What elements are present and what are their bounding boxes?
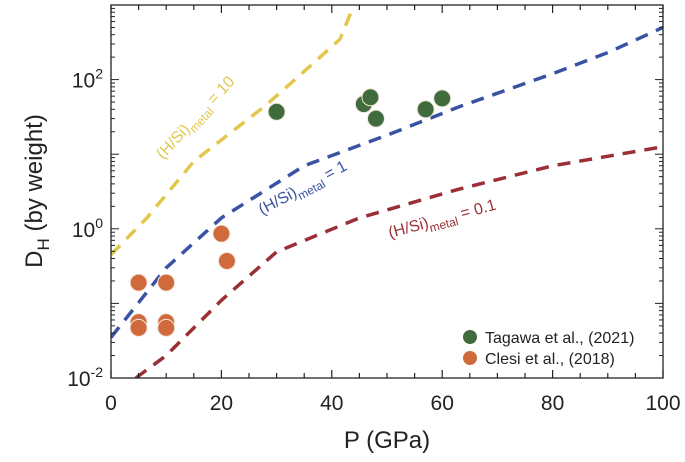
x-tick-label: 60 [431,392,454,415]
x-axis-label: P (GPa) [344,427,430,454]
legend-marker [463,351,477,365]
tagawa-point [361,88,380,107]
curve-1 [111,25,663,339]
clesi-point [157,318,176,337]
tagawa-point [366,109,385,128]
legend-marker [463,330,477,344]
legend-entry: Clesi et al., (2018) [485,351,615,368]
legend: Tagawa et al., (2021) Clesi et al., (2018… [463,330,634,368]
curve-label-2: (H/Si)metal = 0.1 [387,197,499,246]
x-tick-label: 100 [645,392,680,415]
tagawa-point [416,100,435,119]
curves [111,5,663,378]
clesi-point [212,224,231,243]
plot-frame [110,4,664,379]
x-tick-label: 20 [210,392,233,415]
x-tick-label: 40 [320,392,343,415]
tagawa-point [267,102,286,121]
clesi-point [157,273,176,292]
curve-0 [111,5,356,256]
axes: 0 20 40 60 80 100 10-2 100 102 [67,4,681,415]
curve-label-1: (H/Si)metal = 1 [256,158,352,222]
curve-2 [134,144,663,378]
clesi-point [217,252,236,271]
curve-label-0: (H/Si)metal = 10 [153,73,241,165]
tagawa-point [433,89,452,108]
x-tick-label: 0 [105,392,117,415]
y-tick-label: 100 [72,215,103,242]
y-axis-label: DH (by weight) [21,114,53,268]
clesi-point [129,318,148,337]
y-tick-label: 10-2 [67,364,103,391]
x-tick-label: 80 [541,392,564,415]
data-points [129,88,452,337]
clesi-point [129,273,148,292]
legend-entry: Tagawa et al., (2021) [485,330,634,347]
y-tick-label: 102 [72,66,103,93]
